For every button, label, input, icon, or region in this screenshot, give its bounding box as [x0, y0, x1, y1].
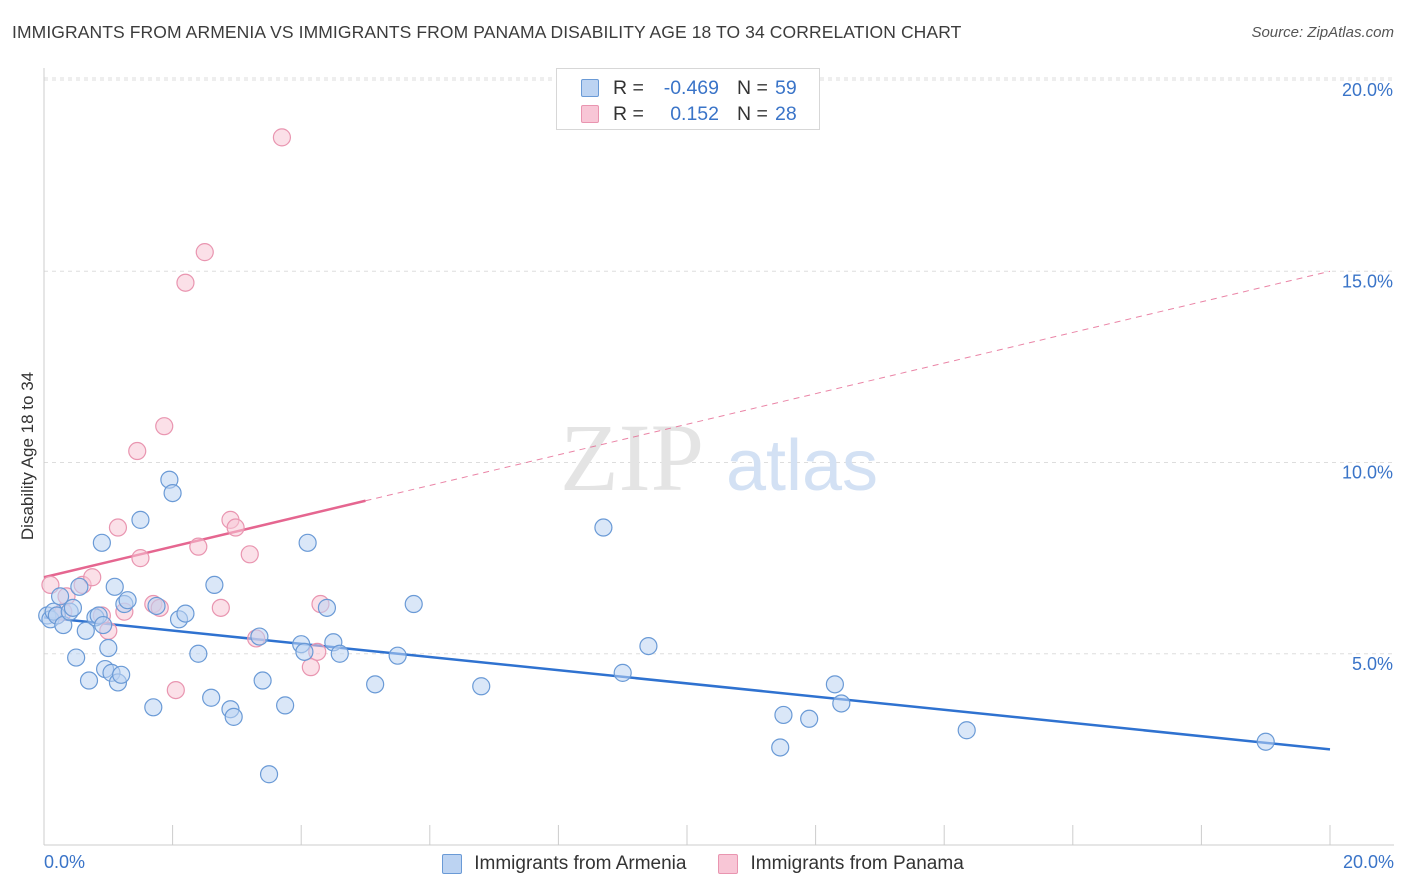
point-armenia — [163, 484, 182, 503]
point-armenia — [105, 577, 124, 596]
point-armenia — [118, 591, 137, 610]
n-value: 28 — [775, 102, 797, 125]
point-armenia — [771, 738, 790, 757]
point-armenia — [92, 533, 111, 552]
point-armenia — [131, 510, 150, 529]
point-panama — [195, 243, 214, 262]
source-note: Source: ZipAtlas.com — [1251, 24, 1394, 41]
point-armenia — [112, 665, 131, 684]
point-armenia — [825, 675, 844, 694]
trend-line-dashed-1 — [365, 270, 1331, 502]
point-armenia — [79, 671, 99, 690]
point-armenia — [594, 518, 613, 537]
point-panama — [189, 537, 208, 556]
point-armenia — [317, 598, 337, 617]
point-armenia — [276, 696, 295, 715]
stats-legend: R = -0.469 N = 59 R = 0.152 N = 28 — [556, 68, 820, 130]
point-armenia — [295, 642, 314, 661]
point-armenia — [250, 627, 269, 646]
point-panama — [176, 273, 195, 292]
r-value: 0.152 — [670, 102, 719, 125]
point-panama — [272, 128, 292, 147]
point-armenia — [70, 577, 89, 596]
point-armenia — [63, 598, 83, 617]
legend-item-panama[interactable]: Immigrants from Panama — [718, 853, 964, 875]
point-armenia — [404, 594, 423, 614]
point-panama — [131, 549, 150, 568]
armenia-legend-swatch — [442, 854, 463, 874]
point-armenia — [298, 533, 317, 552]
point-armenia — [176, 604, 195, 623]
stats-row-armenia: R = -0.469 N = 59 — [581, 75, 797, 101]
legend-label-armenia: Immigrants from Armenia — [474, 853, 687, 874]
point-panama — [301, 658, 320, 677]
r-value: -0.469 — [663, 76, 719, 99]
point-armenia — [205, 575, 224, 595]
watermark: ZIP atlas — [560, 404, 878, 511]
point-panama — [166, 680, 185, 700]
watermark-zip: ZIP — [560, 404, 704, 511]
axes — [43, 68, 1394, 846]
point-armenia — [330, 644, 349, 663]
panama-swatch — [581, 105, 599, 123]
point-armenia — [189, 644, 208, 663]
point-armenia — [613, 663, 632, 682]
point-armenia — [957, 721, 976, 740]
point-armenia — [832, 694, 851, 713]
r-label: R = — [613, 102, 644, 125]
point-armenia — [639, 636, 658, 656]
point-panama — [211, 598, 230, 617]
point-armenia — [224, 707, 243, 726]
legend-label-panama: Immigrants from Panama — [750, 853, 964, 874]
y-tick-label: 10.0% — [1342, 463, 1393, 483]
n-value: 59 — [775, 76, 797, 99]
point-armenia — [366, 675, 385, 694]
point-panama — [108, 518, 128, 537]
y-tick-label: 20.0% — [1342, 80, 1393, 100]
point-armenia — [202, 688, 221, 707]
chart-title: IMMIGRANTS FROM ARMENIA VS IMMIGRANTS FR… — [12, 22, 962, 42]
point-panama — [155, 417, 174, 436]
data-points — [38, 128, 1275, 784]
panama-legend-swatch — [718, 854, 739, 874]
point-armenia — [259, 765, 279, 784]
point-armenia — [147, 596, 166, 616]
point-panama — [128, 441, 147, 461]
point-panama — [240, 545, 259, 564]
point-armenia — [144, 698, 163, 717]
watermark-atlas: atlas — [726, 426, 878, 506]
stats-row-panama: R = 0.152 N = 28 — [581, 101, 797, 127]
r-label: R = — [613, 76, 644, 99]
point-armenia — [472, 677, 491, 696]
trend-line-solid-0 — [43, 616, 1331, 751]
y-axis-label: Disability Age 18 to 34 — [18, 371, 37, 541]
n-label: N = — [737, 102, 768, 125]
point-armenia — [800, 709, 819, 728]
x-tick-label-max: 20.0% — [1342, 852, 1394, 872]
series-legend: Immigrants from Armenia Immigrants from … — [0, 850, 1406, 878]
point-armenia — [99, 638, 118, 658]
point-armenia — [253, 671, 272, 690]
y-tick-labels: 5.0% 10.0% 15.0% 20.0% — [1342, 80, 1393, 674]
point-armenia — [774, 705, 793, 725]
point-armenia — [94, 615, 113, 635]
armenia-swatch — [581, 79, 599, 97]
y-tick-label: 15.0% — [1342, 271, 1393, 291]
point-armenia — [50, 587, 70, 606]
point-armenia — [1256, 732, 1275, 751]
grid-lines — [44, 77, 1394, 655]
point-panama — [226, 518, 245, 537]
point-panama — [83, 568, 102, 587]
trend-line-solid-1 — [43, 499, 366, 579]
y-tick-label: 5.0% — [1352, 654, 1393, 674]
point-armenia — [388, 646, 407, 665]
legend-item-armenia[interactable]: Immigrants from Armenia — [442, 853, 686, 875]
x-tick-label-min: 0.0% — [44, 852, 86, 872]
n-label: N = — [737, 76, 768, 99]
point-armenia — [76, 621, 95, 640]
point-armenia — [67, 648, 86, 667]
